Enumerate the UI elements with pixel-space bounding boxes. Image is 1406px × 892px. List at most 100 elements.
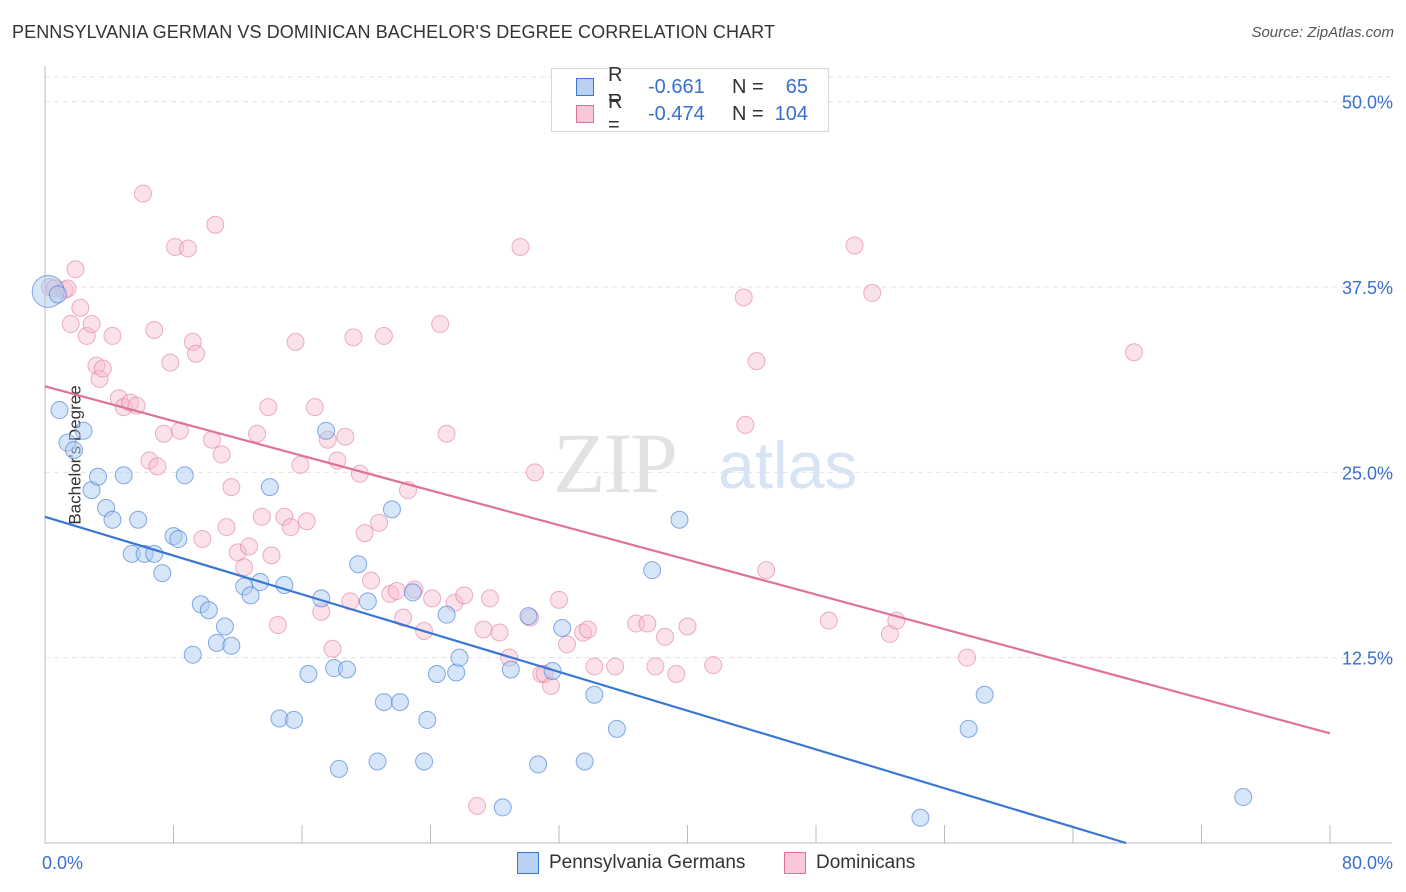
data-point-dominicans <box>239 537 258 556</box>
chart-title: PENNSYLVANIA GERMAN VS DOMINICAN BACHELO… <box>12 22 776 42</box>
data-point-pennsylvania-germans <box>199 601 218 620</box>
series-pennsylvania-germans <box>31 274 1253 827</box>
data-point-dominicans <box>268 616 287 635</box>
data-point-pennsylvania-germans <box>241 586 260 605</box>
data-point-pennsylvania-germans <box>418 710 437 729</box>
data-point-dominicans <box>606 657 625 676</box>
data-point-dominicans <box>66 260 85 279</box>
data-point-pennsylvania-germans <box>153 564 172 583</box>
legend-r-value: -0.474 <box>648 102 705 125</box>
data-point-pennsylvania-germans <box>103 510 122 529</box>
data-point-pennsylvania-germans <box>74 421 93 440</box>
correlation-legend: R = -0.661 N = 65 R = -0.474 N = 104 <box>551 64 829 136</box>
data-point-pennsylvania-germans <box>553 619 572 638</box>
data-point-pennsylvania-germans <box>64 441 83 460</box>
data-point-dominicans <box>286 332 305 351</box>
data-point-pennsylvania-germans <box>284 710 303 729</box>
data-point-pennsylvania-germans <box>337 660 356 679</box>
data-point-dominicans <box>305 398 324 417</box>
data-point-dominicans <box>387 581 406 600</box>
legend-row-pennsylvania-germans: R = -0.661 N = 65 <box>576 64 808 109</box>
data-point-pennsylvania-germans <box>215 617 234 636</box>
data-point-dominicans <box>148 457 167 476</box>
data-point-pennsylvania-germans <box>299 664 318 683</box>
data-point-dominicans <box>362 571 381 590</box>
data-point-pennsylvania-germans <box>959 719 978 738</box>
bottom-legend-swatch-pink <box>784 852 806 874</box>
data-point-pennsylvania-germans <box>643 561 662 580</box>
data-point-pennsylvania-germans <box>382 500 401 519</box>
data-point-dominicans <box>474 620 493 639</box>
data-point-pennsylvania-germans <box>450 648 469 667</box>
data-point-dominicans <box>646 657 665 676</box>
data-point-pennsylvania-germans <box>207 633 226 652</box>
data-point-pennsylvania-germans <box>519 607 538 626</box>
data-point-pennsylvania-germans <box>317 421 336 440</box>
bottom-legend-pennsylvania-germans: Pennsylvania Germans <box>517 852 745 874</box>
source-label: Source: ZipAtlas.com <box>1251 24 1394 41</box>
data-point-dominicans <box>93 359 112 378</box>
data-point-pennsylvania-germans <box>175 466 194 485</box>
data-point-pennsylvania-germans <box>447 663 466 682</box>
data-point-pennsylvania-germans <box>1234 788 1253 807</box>
data-point-dominicans <box>550 590 568 609</box>
data-point-pennsylvania-germans <box>374 693 393 712</box>
data-point-dominicans <box>291 455 310 474</box>
legend-r-value: -0.661 <box>648 75 705 98</box>
data-point-dominicans <box>71 298 90 317</box>
data-point-dominicans <box>819 611 838 630</box>
data-point-dominicans <box>154 424 173 443</box>
data-point-pennsylvania-germans <box>415 752 434 771</box>
trend-line-dominicans <box>44 385 1331 735</box>
axes <box>44 66 1392 844</box>
data-point-dominicans <box>145 320 164 339</box>
data-point-dominicans <box>455 586 474 605</box>
data-point-pennsylvania-germans <box>437 605 456 624</box>
data-point-dominicans <box>161 353 180 372</box>
data-point-dominicans <box>297 512 316 531</box>
data-point-dominicans <box>235 558 254 577</box>
data-point-pennsylvania-germans <box>329 759 348 778</box>
data-point-pennsylvania-germans <box>260 478 279 497</box>
data-point-dominicans <box>370 513 389 532</box>
data-point-dominicans <box>374 326 393 345</box>
data-point-pennsylvania-germans <box>529 755 548 774</box>
data-point-dominicans <box>90 369 109 388</box>
data-point-dominicans <box>336 427 355 446</box>
data-point-dominicans <box>82 315 101 334</box>
data-point-dominicans <box>678 617 697 636</box>
data-point-pennsylvania-germans <box>222 636 241 655</box>
watermark-zip: ZIP <box>553 415 676 511</box>
data-point-pennsylvania-germans <box>975 685 994 704</box>
data-point-dominicans <box>541 676 560 695</box>
data-point-dominicans <box>166 237 185 256</box>
legend-row-dominicans: R = -0.474 N = 104 <box>576 91 808 136</box>
data-point-dominicans <box>252 507 271 526</box>
data-point-pennsylvania-germans <box>169 530 188 549</box>
data-point-dominicans <box>355 524 374 543</box>
data-point-dominicans <box>574 623 593 642</box>
data-point-dominicans <box>490 623 509 642</box>
data-point-dominicans <box>323 639 342 658</box>
watermark-atlas: atlas <box>718 428 857 502</box>
data-point-dominicans <box>259 398 278 417</box>
bottom-legend-label: Pennsylvania Germans <box>549 852 746 873</box>
bottom-legend-swatch-blue <box>517 852 539 874</box>
data-point-dominicans <box>845 236 864 255</box>
data-point-dominicans <box>394 608 413 627</box>
data-point-dominicans <box>757 561 776 580</box>
data-point-pennsylvania-germans <box>575 752 594 771</box>
legend-n-label: N = <box>732 102 764 125</box>
legend-r-label: R = <box>608 91 623 136</box>
data-point-dominicans <box>77 326 96 345</box>
data-point-dominicans <box>525 463 544 482</box>
data-point-dominicans <box>178 239 197 258</box>
data-point-pennsylvania-germans <box>114 466 133 485</box>
data-point-dominicans <box>423 589 442 608</box>
data-point-pennsylvania-germans <box>349 555 368 574</box>
data-point-dominicans <box>863 283 882 302</box>
bottom-legend-label: Dominicans <box>816 852 916 873</box>
data-point-pennsylvania-germans <box>403 583 422 602</box>
data-point-dominicans <box>480 589 499 608</box>
